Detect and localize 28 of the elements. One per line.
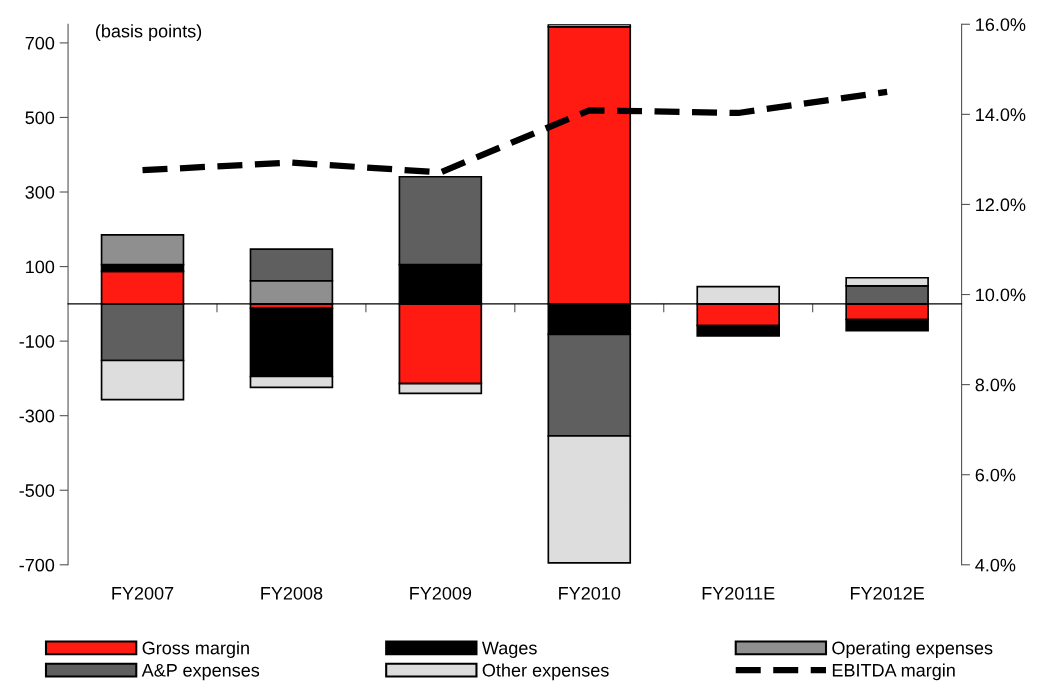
legend-label: A&P expenses	[141, 663, 260, 681]
y2-tick-label: 8.0%	[975, 378, 1016, 392]
y2-tick-label: 16.0%	[976, 18, 1026, 31]
y2-tick-label: 12.0%	[976, 198, 1026, 212]
y2-tick-label: 6.0%	[975, 468, 1016, 482]
y2-tick-label: 14.0%	[976, 108, 1026, 122]
y-tick-label: -300	[19, 409, 55, 423]
x-tick-label: FY2009	[410, 586, 472, 600]
x-tick-label: FY2011E	[702, 586, 775, 600]
y-tick-label: 700	[25, 36, 55, 50]
y-tick-label: 300	[25, 185, 55, 199]
y2-tick-label: 10.0%	[976, 288, 1026, 302]
x-tick-label: FY2012E	[850, 586, 924, 600]
y-tick-label: 100	[26, 260, 55, 274]
y2-tick-label: 4.0%	[975, 558, 1016, 572]
legend-label: Wages	[481, 641, 537, 658]
y-tick-label: 500	[25, 111, 55, 125]
legend-label: EBITDA margin	[832, 663, 955, 681]
legend-label: Gross margin	[142, 641, 249, 658]
x-tick-label: FY2010	[559, 586, 621, 600]
x-tick-label: FY2008	[261, 586, 323, 600]
y-tick-label: -700	[19, 558, 55, 572]
legend-label: Operating expenses	[832, 641, 993, 658]
y-tick-label: -100	[19, 335, 55, 348]
x-tick-label: FY2007	[112, 586, 174, 600]
legend-label: Other expenses	[482, 663, 609, 681]
y-axis-title: (basis points)	[95, 24, 202, 42]
y-tick-label: -500	[19, 484, 55, 497]
